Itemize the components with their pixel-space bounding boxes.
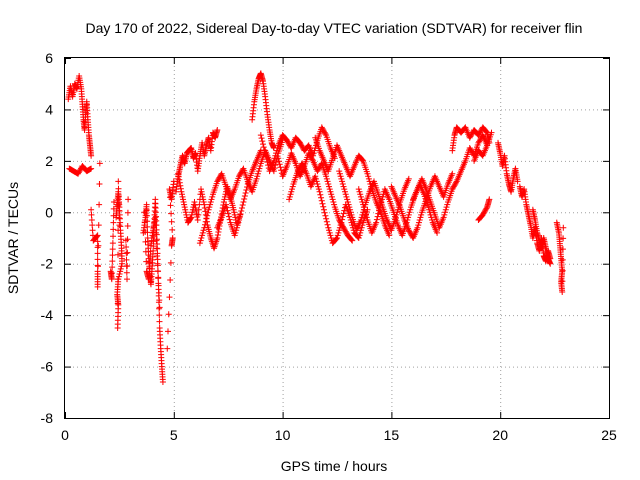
data-point bbox=[168, 211, 174, 217]
data-point bbox=[241, 196, 247, 202]
data-point bbox=[317, 192, 323, 198]
data-point bbox=[115, 186, 121, 192]
data-point bbox=[240, 199, 246, 205]
data-point bbox=[164, 346, 170, 352]
y-tick-label: 0 bbox=[45, 204, 53, 220]
data-point bbox=[320, 204, 326, 210]
data-point bbox=[110, 252, 116, 258]
data-point bbox=[260, 141, 266, 147]
data-point bbox=[123, 257, 129, 263]
data-point bbox=[157, 304, 163, 310]
data-point bbox=[166, 294, 172, 300]
y-tick-label: 4 bbox=[45, 101, 53, 117]
data-point bbox=[374, 217, 380, 223]
data-point bbox=[156, 312, 162, 318]
data-point bbox=[167, 277, 173, 283]
data-point bbox=[115, 178, 121, 184]
y-tick-label: 6 bbox=[45, 50, 53, 66]
data-point bbox=[259, 135, 265, 141]
data-point bbox=[168, 260, 174, 266]
data-point bbox=[115, 252, 121, 258]
data-point bbox=[169, 219, 175, 225]
x-tick-label: 5 bbox=[170, 427, 178, 443]
data-point bbox=[323, 216, 329, 222]
data-point bbox=[95, 263, 101, 269]
data-point bbox=[155, 268, 161, 274]
data-point bbox=[156, 306, 162, 312]
data-point bbox=[156, 290, 162, 296]
data-point bbox=[110, 240, 116, 246]
data-point bbox=[109, 264, 115, 270]
data-point bbox=[238, 208, 244, 214]
chart-title: Day 170 of 2022, Sidereal Day-to-day VTE… bbox=[86, 20, 583, 36]
data-point bbox=[242, 193, 248, 199]
data-point bbox=[124, 276, 130, 282]
data-point bbox=[166, 311, 172, 317]
data-point bbox=[89, 217, 95, 223]
data-point bbox=[240, 202, 246, 208]
data-point bbox=[88, 207, 94, 213]
data-point bbox=[319, 201, 325, 207]
data-point bbox=[110, 246, 116, 252]
data-point bbox=[321, 207, 327, 213]
x-tick-label: 15 bbox=[384, 427, 400, 443]
data-point bbox=[90, 227, 96, 233]
sdtvar-chart: 0 5 10 15 20 25 -8 -6 -4 -2 0 2 4 6 Day 170 of 2022, … bbox=[0, 0, 640, 480]
data-point bbox=[124, 270, 130, 276]
data-point bbox=[110, 226, 116, 232]
y-axis-label: SDTVAR / TECUs bbox=[5, 182, 21, 294]
data-point bbox=[203, 216, 209, 222]
y-tick-label: -4 bbox=[41, 307, 54, 323]
data-point bbox=[318, 195, 324, 201]
data-point bbox=[259, 138, 265, 144]
data-point bbox=[110, 220, 116, 226]
data-point bbox=[322, 213, 328, 219]
data-point bbox=[110, 233, 116, 239]
x-tick-label: 25 bbox=[601, 427, 617, 443]
data-point bbox=[325, 222, 331, 228]
data-point bbox=[560, 235, 566, 241]
data-point bbox=[215, 229, 221, 235]
data-point bbox=[125, 223, 131, 229]
data-point bbox=[96, 181, 102, 187]
data-point bbox=[109, 258, 115, 264]
x-tick-label: 10 bbox=[275, 427, 291, 443]
data-point bbox=[89, 222, 95, 228]
y-tick-label: -2 bbox=[41, 256, 54, 272]
data-point bbox=[155, 275, 161, 281]
x-tick-label: 0 bbox=[61, 427, 69, 443]
data-point bbox=[96, 222, 102, 228]
y-tick-label: -8 bbox=[41, 410, 54, 426]
data-point bbox=[226, 214, 232, 220]
data-points bbox=[65, 70, 566, 385]
x-axis-label: GPS time / hours bbox=[281, 458, 388, 474]
data-point bbox=[261, 144, 267, 150]
data-point bbox=[125, 210, 131, 216]
data-point bbox=[95, 256, 101, 262]
data-point bbox=[243, 190, 249, 196]
data-point bbox=[322, 210, 328, 216]
data-point bbox=[258, 132, 264, 138]
data-point bbox=[169, 227, 175, 233]
y-tick-label: -6 bbox=[41, 359, 54, 375]
data-point bbox=[215, 232, 221, 238]
data-point bbox=[340, 214, 346, 220]
x-tick-label: 20 bbox=[492, 427, 508, 443]
y-tick-label: 2 bbox=[45, 153, 53, 169]
data-point bbox=[156, 319, 162, 325]
data-point bbox=[165, 328, 171, 334]
data-point bbox=[125, 196, 131, 202]
data-point bbox=[124, 250, 130, 256]
data-point bbox=[95, 250, 101, 256]
data-point bbox=[168, 202, 174, 208]
data-point bbox=[319, 198, 325, 204]
data-point bbox=[239, 205, 245, 211]
data-point bbox=[96, 202, 102, 208]
data-point bbox=[227, 217, 233, 223]
data-point bbox=[195, 217, 201, 223]
data-point bbox=[324, 219, 330, 225]
data-point bbox=[115, 325, 121, 331]
